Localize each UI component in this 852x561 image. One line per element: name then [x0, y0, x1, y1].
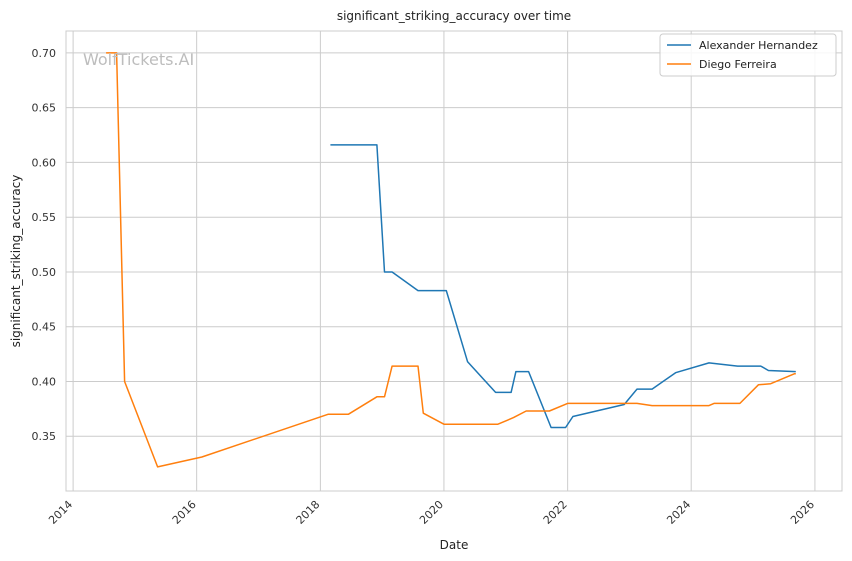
chart-title: significant_striking_accuracy over time [337, 9, 571, 23]
y-tick-label: 0.70 [32, 47, 57, 60]
y-tick-label: 0.50 [32, 266, 57, 279]
y-tick-label: 0.40 [32, 375, 57, 388]
y-tick-label: 0.65 [32, 102, 57, 115]
legend-box [659, 33, 837, 77]
legend: Alexander Hernandez Diego Ferreira [659, 33, 837, 77]
y-tick-label: 0.35 [32, 430, 57, 443]
gridlines [66, 31, 842, 491]
y-tick-label: 0.60 [32, 156, 57, 169]
series-line-alexander-hernandez [330, 144, 796, 429]
y-axis-ticks: 0.35 0.40 0.45 0.50 0.55 0.60 0.65 0.70 [32, 47, 57, 443]
plot-frame [65, 30, 843, 492]
series-line-diego-ferreira [106, 52, 796, 468]
watermark: WolfTickets.AI [83, 50, 194, 69]
y-tick-label: 0.55 [32, 211, 57, 224]
y-axis-label: significant_striking_accuracy [9, 175, 23, 348]
x-axis-label: Date [440, 538, 469, 552]
y-tick-label: 0.45 [32, 321, 57, 334]
legend-label-diego-ferreira: Diego Ferreira [699, 58, 777, 71]
legend-label-alexander-hernandez: Alexander Hernandez [699, 39, 818, 52]
series-lines [106, 52, 796, 468]
